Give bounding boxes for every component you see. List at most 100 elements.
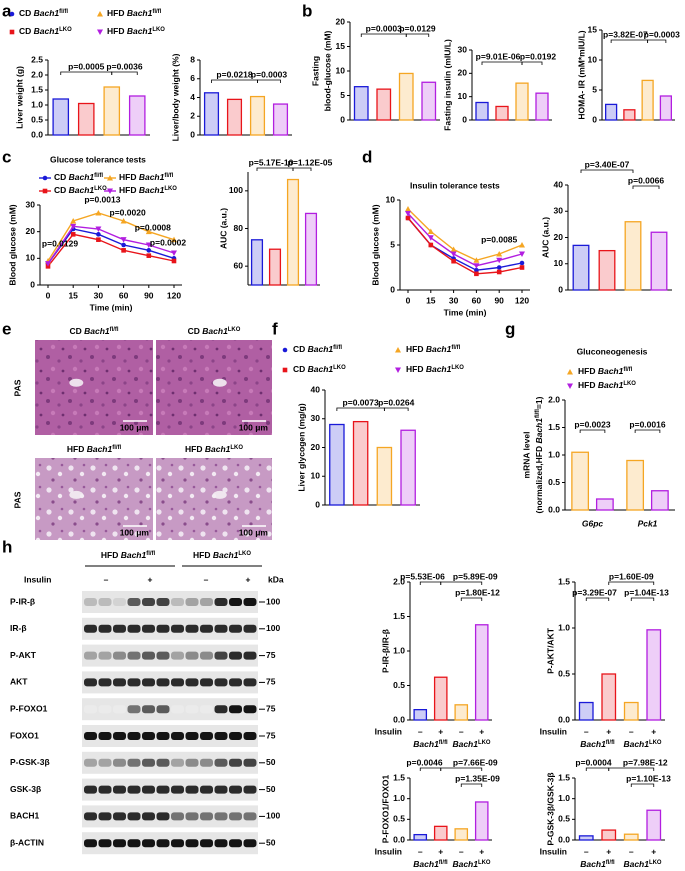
p-value: p=7.98E-12 [623, 757, 668, 767]
blot-band [98, 839, 112, 848]
legend-marker [42, 175, 48, 181]
p-value: p=3.82E-07 [603, 29, 648, 39]
vessel [69, 490, 84, 499]
text-run: LKO [238, 551, 251, 557]
text-run: Bach1 [139, 172, 165, 182]
blot-band [243, 839, 257, 848]
blot-band [127, 839, 141, 848]
group-label: Bach1LKO [452, 859, 490, 869]
blot-strip [82, 725, 258, 747]
bar [413, 833, 428, 841]
text-run: fl/fl [606, 860, 615, 866]
bar [595, 498, 614, 511]
blot-band [214, 678, 228, 687]
y-axis-label: HOMA- IR (mM*mIU/L) [576, 30, 586, 119]
data-point [121, 242, 126, 248]
blot-band [171, 758, 184, 767]
blot-band [214, 785, 228, 794]
blot-strip [82, 805, 258, 828]
chart-title: Insulin tolerance tests [410, 180, 500, 190]
legend-marker [282, 347, 288, 353]
panel-letter: d [362, 147, 372, 166]
y-tick-label: 0.0 [393, 714, 405, 724]
comparison-bracket [585, 767, 610, 771]
y-tick-label: 0.5 [548, 477, 560, 487]
y-tick-label: 0 [592, 114, 597, 124]
data-point [496, 265, 502, 270]
p-value: p=0.0192 [520, 51, 556, 61]
y-tick-label: 1.0 [558, 622, 570, 632]
scale-label: 100 μm [120, 422, 150, 432]
y-axis-label: Liver/body weight (%) [170, 53, 180, 141]
blot-band [243, 678, 257, 687]
text-run: (normalized,HFD [534, 444, 544, 514]
y-tick-label: 2 [190, 111, 195, 121]
comparison-bracket [632, 185, 660, 189]
x-tick-label: 0 [46, 290, 51, 300]
blot-band [229, 839, 242, 848]
image-label: HFD Bach1fl/fl [67, 444, 122, 454]
text-run: HFD [107, 8, 127, 18]
blot-band [142, 598, 155, 606]
y-tick-label: 1.5 [558, 772, 570, 782]
blot-band [171, 651, 184, 660]
blot-band [98, 732, 112, 740]
p-value: p=5.53E-06 [400, 571, 445, 581]
data-point [427, 228, 434, 234]
text-run: CD [188, 326, 203, 336]
legend-marker [395, 367, 401, 373]
y-tick-label: 0 [390, 284, 395, 294]
text-run: HFD [67, 444, 87, 454]
x-tick-label: 15 [68, 290, 78, 300]
y-tick-label: 0.0 [548, 504, 560, 514]
text-run: LKO [478, 860, 491, 866]
blot-band [185, 785, 199, 794]
blot-band [156, 598, 170, 606]
bar [454, 704, 469, 721]
blot-band [185, 758, 199, 767]
data-point [120, 237, 127, 243]
panel-letter: h [2, 537, 12, 556]
blot-band [98, 758, 112, 767]
bar [601, 673, 617, 721]
blot-strip [82, 698, 258, 721]
y-axis-label: Fasting [310, 56, 320, 86]
text-run: HFD [185, 444, 205, 454]
comparison-bracket [440, 767, 483, 771]
text-run: fl/fl [606, 740, 615, 746]
x-tick-label: + [606, 726, 611, 736]
p-value: p=0.0003 [644, 29, 680, 39]
y-tick-label: 20 [26, 226, 36, 236]
x-tick-label: + [479, 846, 484, 856]
bar [272, 103, 289, 136]
kda-value: 75 [266, 703, 276, 713]
text-run: LKO [59, 27, 72, 33]
bar [376, 88, 392, 121]
blot-band [185, 812, 199, 821]
legend-label: CD Bach1LKO [19, 26, 72, 36]
group-label: Bach1LKO [452, 739, 490, 749]
blot-band [142, 839, 155, 848]
text-run: =1) [534, 396, 544, 409]
blot-band [229, 598, 242, 606]
protein-label: P-AKT [10, 650, 37, 660]
blot-band [156, 651, 170, 660]
y-tick-label: 20 [311, 442, 321, 452]
y-axis-label: P-IR-β/IR-β [380, 629, 390, 673]
y-tick-label: 60 [234, 260, 244, 270]
blot-band [156, 785, 170, 794]
y-tick-label: 1.5 [31, 84, 43, 94]
y-tick-label: 0.0 [31, 129, 43, 139]
row-label: Insulin [375, 846, 402, 856]
blot-band [200, 651, 213, 660]
blot-strip [82, 617, 258, 640]
row-label: Insulin [375, 726, 402, 736]
legend-label: HFD Bach1LKO [578, 380, 636, 390]
blot-band [127, 678, 141, 687]
blot-strip [82, 671, 258, 694]
legend-label: HFD Bach1fl/fl [406, 344, 461, 354]
text-run: LKO [649, 740, 662, 746]
blot-band [243, 785, 257, 794]
blot-band [98, 624, 112, 633]
text-run: CD [69, 326, 84, 336]
